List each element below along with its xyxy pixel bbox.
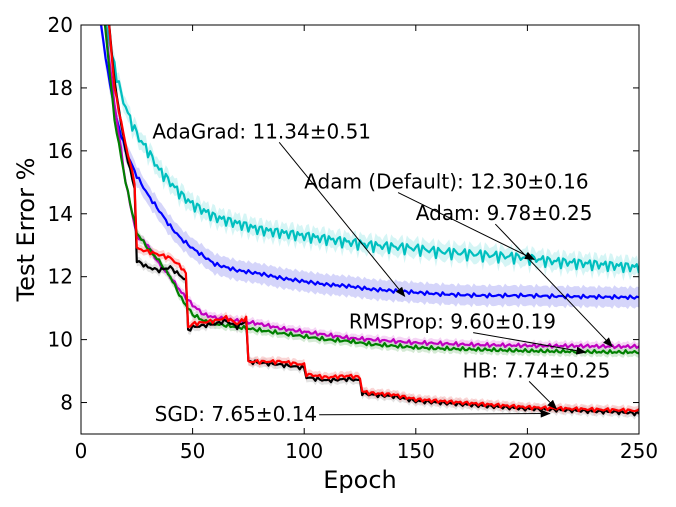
- annotation-arrow: [319, 409, 551, 418]
- series-lines: [99, 25, 639, 417]
- x-tick-label: 100: [285, 439, 323, 463]
- x-tick-label: 0: [75, 439, 88, 463]
- plot-frame: [80, 24, 640, 435]
- annotation-label: AdaGrad: 11.34±0.51: [152, 119, 371, 143]
- y-tick-label: 16: [48, 139, 73, 163]
- line-adam: [104, 25, 639, 350]
- x-tick-label: 250: [620, 439, 658, 463]
- annotation-arrow: [397, 192, 535, 260]
- line-adagrad: [99, 25, 639, 301]
- line-rmsprop: [103, 25, 639, 355]
- y-tick-label: 8: [60, 391, 73, 415]
- axis-ticks: 0 50 100 150 200 250 8 10 12 14 16 18 20: [48, 13, 659, 463]
- band-adam_default: [104, 25, 639, 282]
- annotations: AdaGrad: 11.34±0.51 Adam (Default): 12.30…: [152, 119, 613, 426]
- annotation-label: Adam: 9.78±0.25: [416, 201, 593, 225]
- y-tick-label: 14: [48, 202, 73, 226]
- y-axis-label: Test Error %: [12, 158, 40, 303]
- line-adam_default: [105, 25, 639, 274]
- y-tick-label: 10: [48, 328, 73, 352]
- annotation-label: SGD: 7.65±0.14: [155, 402, 318, 426]
- x-tick-label: 50: [180, 439, 205, 463]
- y-tick-label: 20: [48, 13, 73, 37]
- annotation-arrow: [473, 332, 587, 355]
- x-tick-label: 150: [397, 439, 435, 463]
- y-tick-label: 18: [48, 76, 73, 100]
- annotation-arrow: [494, 223, 613, 348]
- annotation-arrow: [278, 141, 406, 297]
- y-tick-label: 12: [48, 265, 73, 289]
- annotation-label: RMSProp: 9.60±0.19: [349, 310, 556, 334]
- annotation-arrow: [528, 381, 558, 410]
- annotation-label: Adam (Default): 12.30±0.16: [304, 170, 588, 194]
- x-tick-label: 200: [508, 439, 546, 463]
- annotation-label: HB: 7.74±0.25: [463, 358, 611, 382]
- x-axis-label: Epoch: [323, 466, 397, 494]
